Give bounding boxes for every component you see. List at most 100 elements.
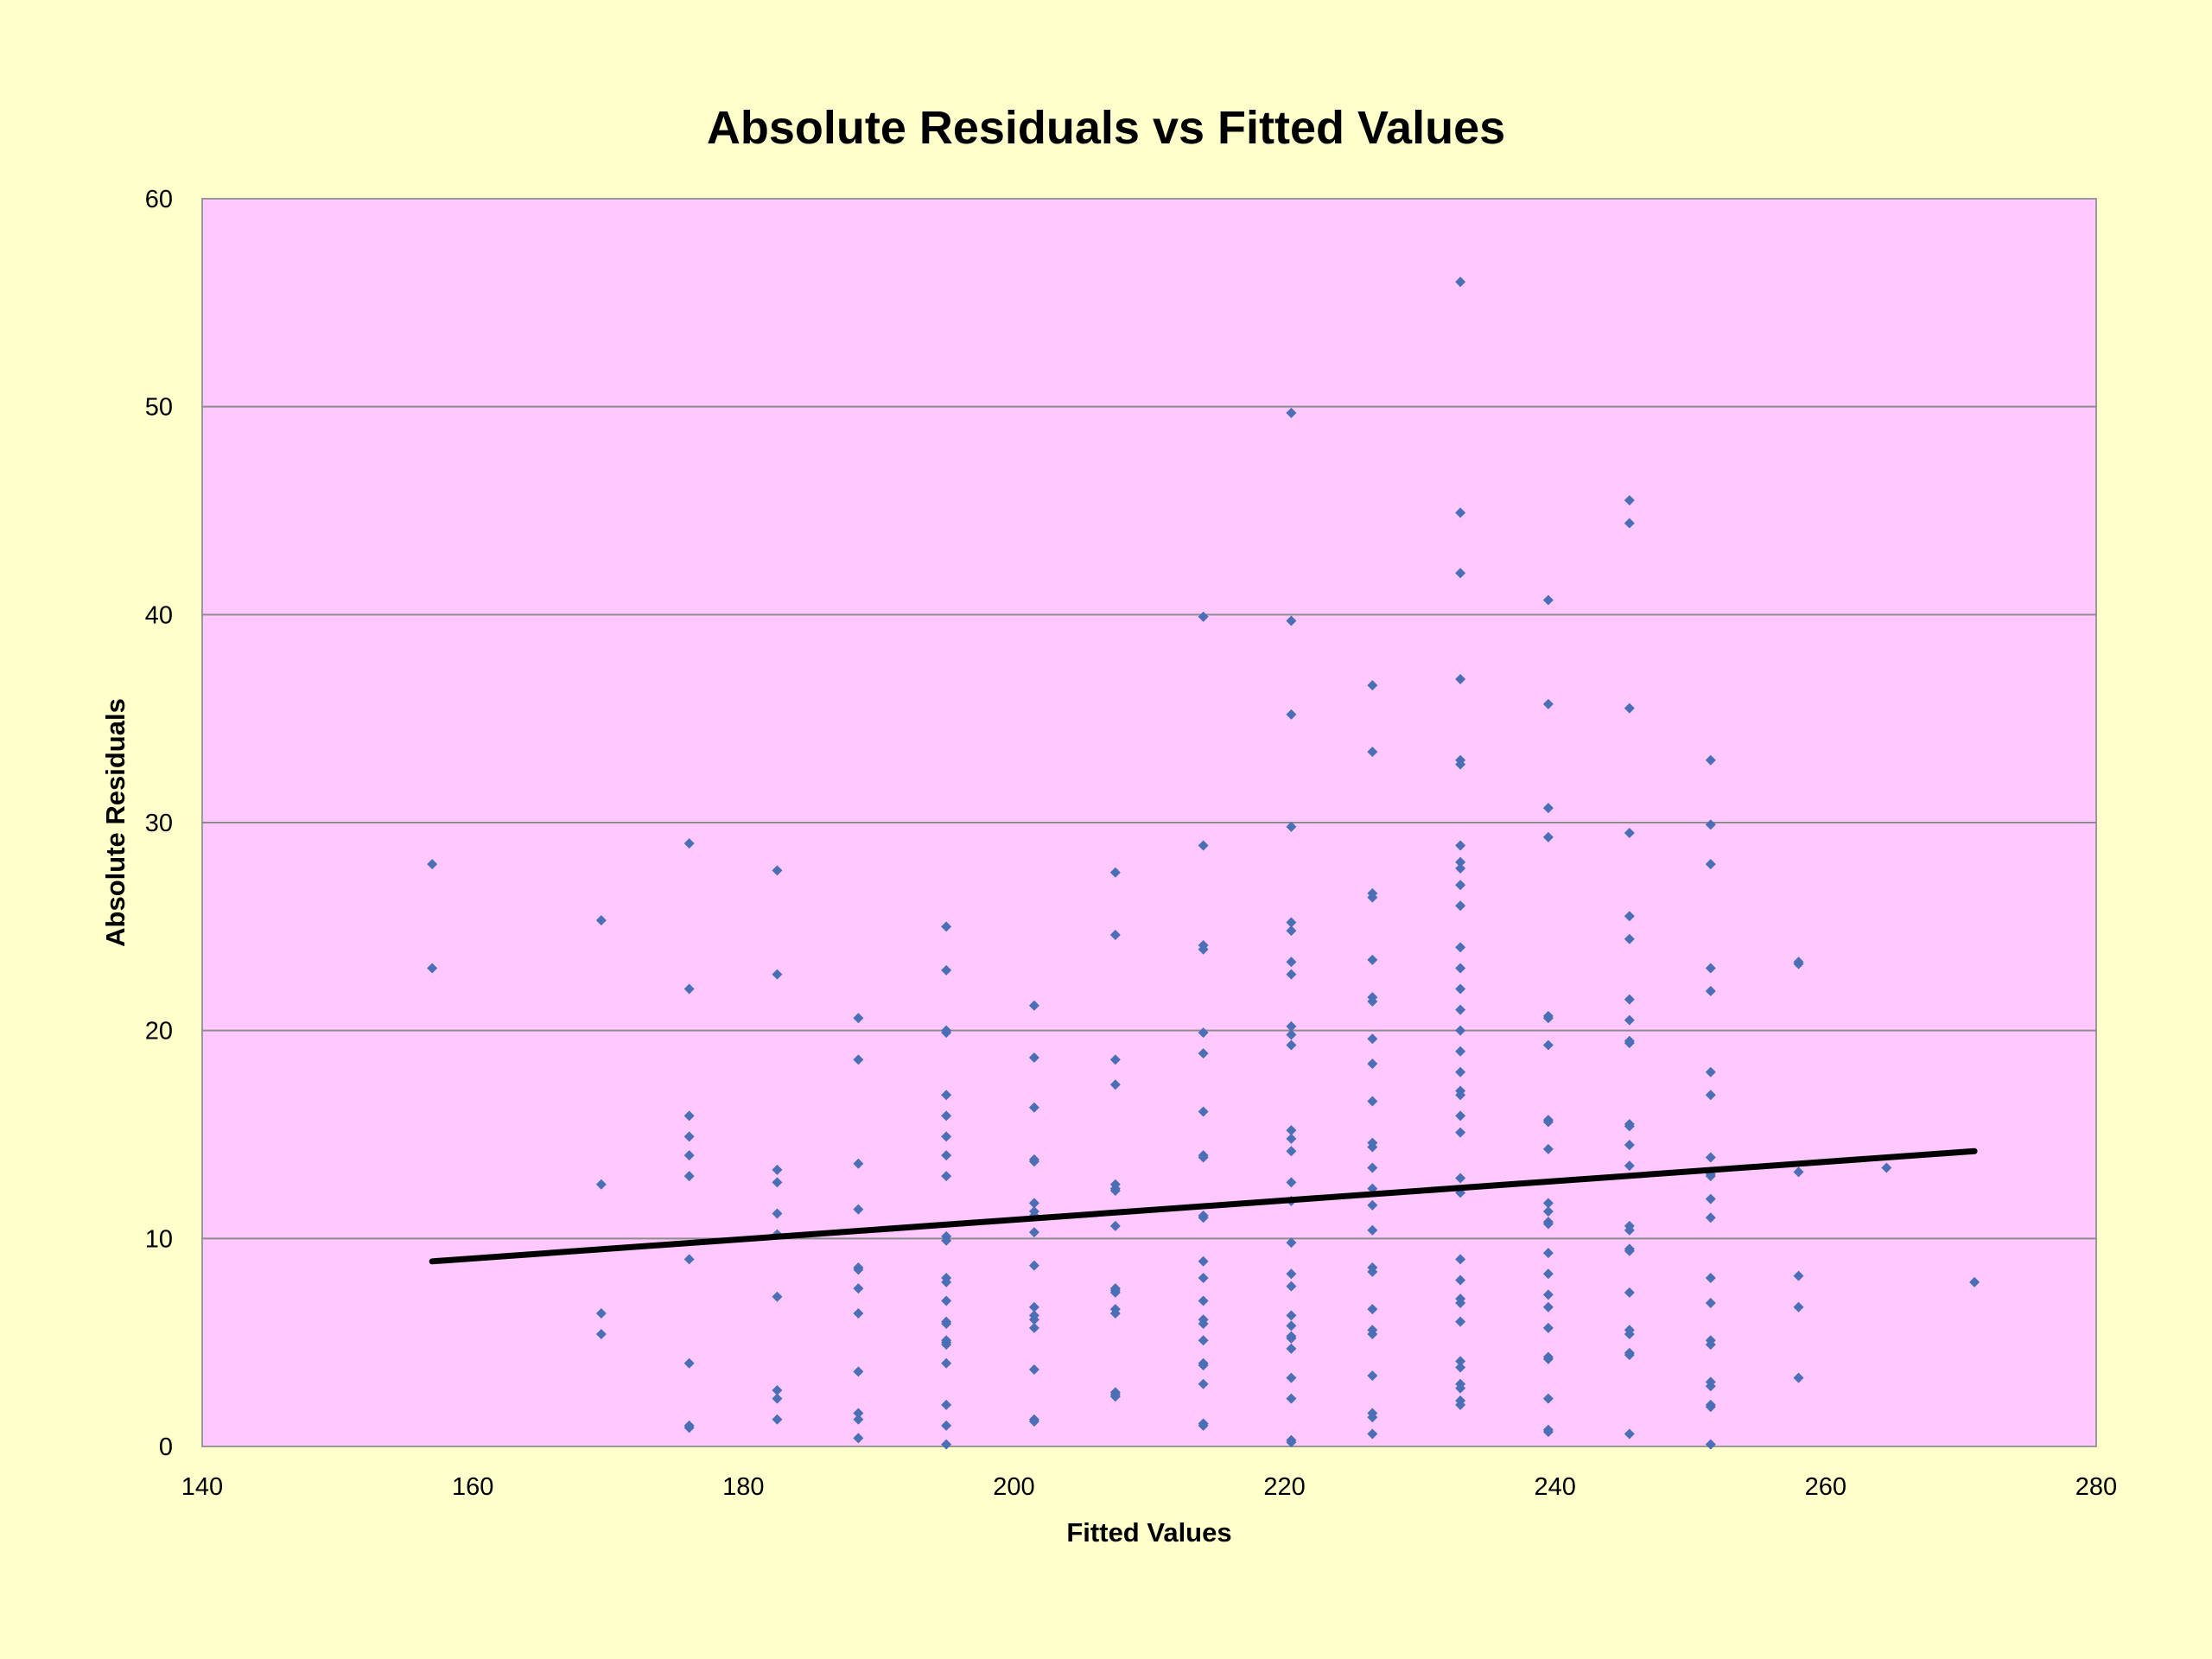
data-point xyxy=(1367,747,1378,758)
data-point xyxy=(772,1393,783,1404)
data-point xyxy=(1455,673,1466,684)
x-tick-label: 240 xyxy=(1535,1473,1576,1501)
data-point xyxy=(1705,1381,1716,1392)
data-point xyxy=(1705,859,1716,870)
data-point xyxy=(853,1366,864,1377)
data-point xyxy=(1286,1310,1297,1321)
data-point xyxy=(1198,1152,1209,1163)
data-point xyxy=(1028,1000,1039,1011)
data-point xyxy=(1705,1212,1716,1224)
data-point xyxy=(1109,1287,1121,1298)
data-point xyxy=(1286,969,1297,980)
data-point xyxy=(1624,1287,1635,1298)
data-point xyxy=(683,1171,695,1182)
data-point xyxy=(683,983,695,995)
data-point xyxy=(1109,1079,1121,1090)
data-point xyxy=(595,1307,607,1319)
data-point xyxy=(1028,1416,1039,1427)
data-point xyxy=(1542,1322,1554,1333)
data-point xyxy=(941,1357,952,1369)
data-point xyxy=(772,865,783,876)
data-point xyxy=(941,1027,952,1039)
data-point xyxy=(1542,1218,1554,1230)
data-point xyxy=(1198,1048,1209,1059)
data-point xyxy=(1198,1212,1209,1224)
data-point xyxy=(1286,615,1297,626)
data-point xyxy=(1198,840,1209,851)
data-point xyxy=(1455,759,1466,770)
data-point xyxy=(1624,1160,1635,1172)
data-point xyxy=(1028,1322,1039,1333)
data-point xyxy=(1455,1046,1466,1057)
data-point xyxy=(1624,1038,1635,1049)
chart-title: Absolute Residuals vs Fitted Values xyxy=(707,102,1505,154)
data-point xyxy=(1793,1270,1804,1281)
data-point xyxy=(1286,925,1297,937)
data-point xyxy=(1624,1014,1635,1026)
data-point xyxy=(1455,1382,1466,1394)
data-point xyxy=(1542,1427,1554,1438)
y-tick-label: 20 xyxy=(145,1018,173,1046)
data-point xyxy=(1286,917,1297,928)
data-point xyxy=(1793,1166,1804,1178)
data-point xyxy=(1455,900,1466,912)
data-point xyxy=(683,1422,695,1433)
data-point xyxy=(772,1414,783,1425)
data-point xyxy=(1286,1343,1297,1354)
data-point xyxy=(1286,1320,1297,1332)
data-point xyxy=(1542,803,1554,814)
data-point xyxy=(772,1164,783,1175)
data-point xyxy=(1286,1393,1297,1404)
x-tick-label: 280 xyxy=(2075,1473,2117,1501)
data-point xyxy=(1198,1420,1209,1431)
data-point xyxy=(1793,1372,1804,1383)
data-point xyxy=(772,1385,783,1396)
data-point xyxy=(1028,1301,1039,1313)
y-tick-label: 0 xyxy=(159,1433,173,1461)
data-point xyxy=(1455,1254,1466,1265)
y-tick-label: 40 xyxy=(145,601,173,629)
data-point xyxy=(1624,911,1635,922)
data-point xyxy=(1624,828,1635,839)
x-axis-title: Fitted Values xyxy=(1066,1517,1231,1548)
data-point xyxy=(1367,1096,1378,1107)
data-point xyxy=(1705,1402,1716,1413)
data-point xyxy=(1455,1297,1466,1308)
data-point xyxy=(427,859,438,870)
data-point xyxy=(941,1110,952,1122)
data-point xyxy=(1542,594,1554,606)
data-point xyxy=(941,1131,952,1142)
data-point xyxy=(1455,963,1466,974)
data-point xyxy=(1109,867,1121,878)
data-point xyxy=(1367,954,1378,965)
data-point xyxy=(941,1235,952,1246)
data-point xyxy=(1286,1146,1297,1157)
data-point xyxy=(1793,1301,1804,1313)
data-point xyxy=(1455,983,1466,995)
trend-lines xyxy=(429,1147,1978,1265)
data-point xyxy=(941,1276,952,1287)
data-point xyxy=(1028,1314,1039,1325)
data-point xyxy=(1705,1439,1716,1450)
data-point xyxy=(853,1408,864,1419)
data-point xyxy=(853,1307,864,1319)
data-point xyxy=(1367,1162,1378,1173)
data-point xyxy=(1455,1127,1466,1138)
y-tick-label: 60 xyxy=(145,186,173,213)
data-point xyxy=(1455,1316,1466,1327)
data-point xyxy=(1793,958,1804,969)
data-point xyxy=(853,1204,864,1215)
data-point xyxy=(1705,754,1716,766)
data-point xyxy=(1705,1090,1716,1101)
data-point xyxy=(1286,709,1297,720)
data-point xyxy=(1542,1289,1554,1300)
data-point xyxy=(1542,831,1554,842)
data-point xyxy=(1109,1054,1121,1065)
data-point xyxy=(1624,933,1635,944)
data-point xyxy=(1367,995,1378,1007)
data-point xyxy=(1286,407,1297,418)
data-point xyxy=(1198,1319,1209,1330)
data-point xyxy=(1542,1013,1554,1024)
data-point xyxy=(1109,1220,1121,1231)
data-point xyxy=(1705,985,1716,996)
